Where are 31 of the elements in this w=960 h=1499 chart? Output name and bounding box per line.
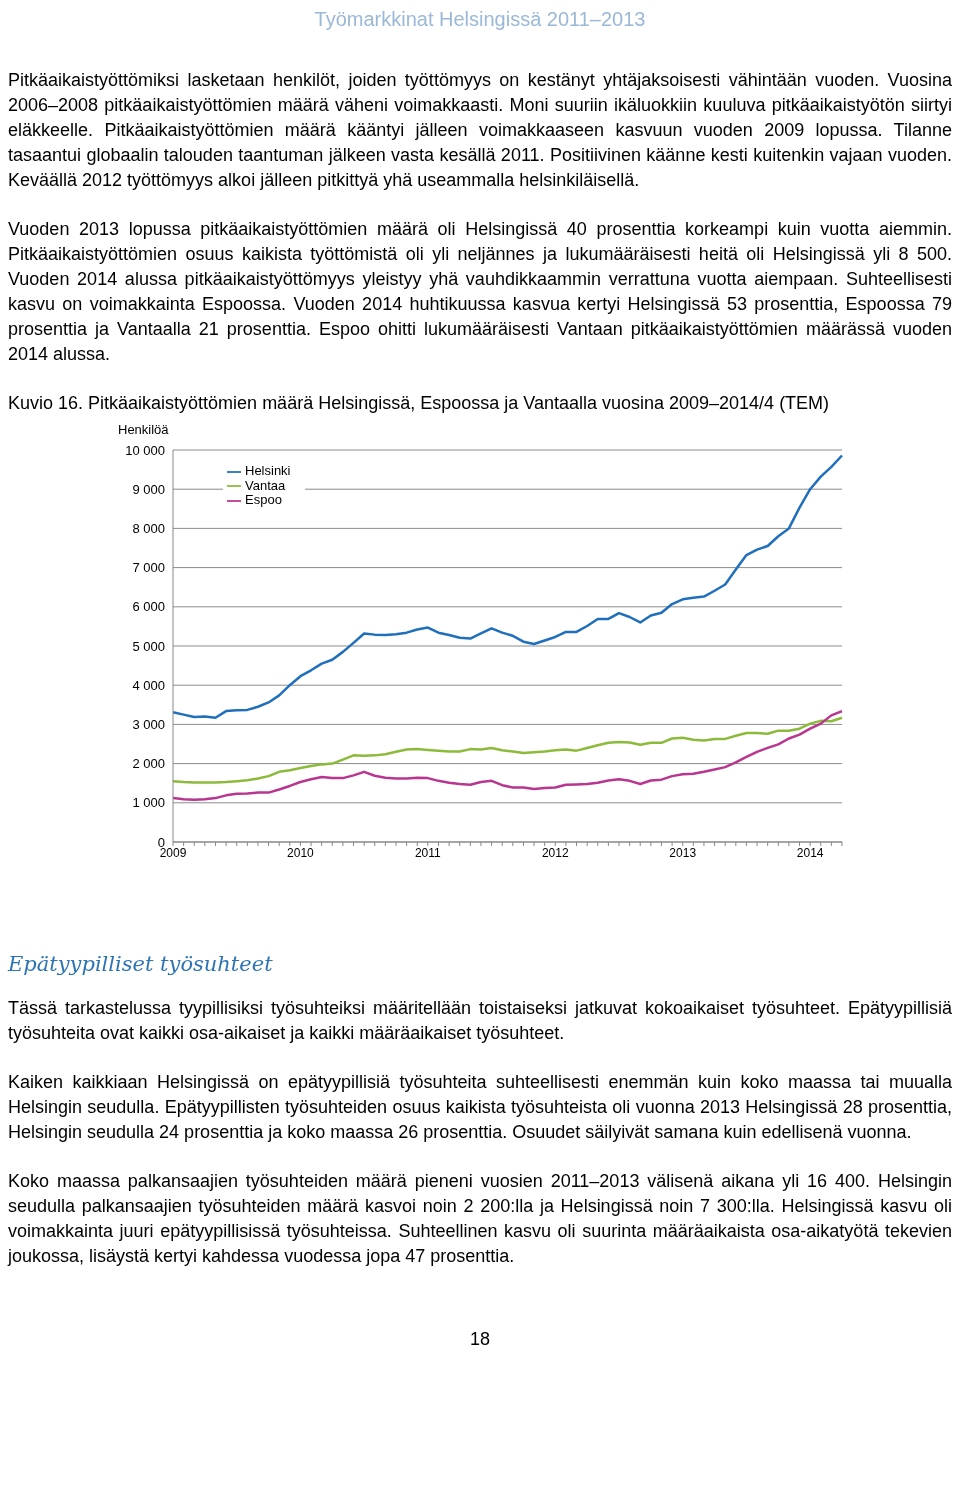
- text: 18: [469, 1329, 491, 1350]
- chart-title: Kuvio 16. Pitkäaikaistyöttömien määrä Helsingissä, Espoossa ja Vantaalla vuosina 2009–2014/4 (TEM): [8, 392, 831, 415]
- y-tick-label: 4 000: [132, 677, 165, 693]
- y-axis-title: Henkilöä: [118, 422, 169, 437]
- text: Vuoden 2013 lopussa pitkäaikaistyöttömien määrä oli Helsingissä 40 prosenttia korkeampi kuin vuotta aiemmin. Pitkäaikaistyöttömien osuus kaikista työttömistä oli yli neljännes ja lukumääräisesti heitä oli Helsingissä yli 8 500. Vuoden 2014 alussa pitkäaikaistyöttömyys yleistyy yhä vauhdikkaammin verrattuna vuotta aiempaan. Suhteellisesti kasvu on voimakkainta Espoossa. Vuoden 2014 huhtikuussa kasvua kertyi Helsingissä 53 prosenttia, Espoossa 79 prosenttia ja Vantaalla 21 prosenttia. Espoo ohitti lukumääräisesti Vantaan pitkäaikaistyöttömien määrässä vuoden 2014 alussa.: [8, 218, 952, 366]
- y-tick-label: 10 000: [125, 442, 165, 458]
- x-tick-label: 2014: [796, 845, 824, 860]
- legend-label: Helsinki: [245, 463, 291, 478]
- y-tick-label: 6 000: [132, 599, 165, 615]
- text: Epätyypilliset työsuhteet: [8, 952, 274, 976]
- legend-label: Vantaa: [245, 477, 286, 493]
- text: Tässä tarkastelussa tyypillisiksi työsuhteiksi määritellään toistaiseksi jatkuvat kokoaikaiset työsuhteet. Epätyypillisiä työsuhteita ovat kaikki osa-aikaiset ja kaikki määräaikaiset työsuhteet.: [8, 997, 952, 1045]
- y-tick-label: 5 000: [132, 638, 165, 654]
- x-tick-label: 2013: [669, 845, 697, 860]
- y-tick-label: 9 000: [132, 481, 165, 497]
- text: Työmarkkinat Helsingissä 2011–2013: [313, 8, 647, 32]
- line-series: [171, 454, 844, 719]
- y-tick-label: 2 000: [132, 756, 165, 772]
- line-series: [171, 709, 844, 801]
- legend-label: Espoo: [245, 492, 282, 508]
- text: Kaiken kaikkiaan Helsingissä on epätyypillisiä työsuhteita suhteellisesti enemmän kuin koko maassa tai muualla Helsingin seudulla. Epätyypillisten työsuhteiden osuus kaikista työsuhteista oli vuonna 2013 Helsingissä 28 prosenttia, Helsingin seudulla 24 prosenttia ja koko maassa 26 prosenttia. Osuudet säilyivät samana kuin edellisenä vuonna.: [8, 1071, 952, 1144]
- line-series: [171, 716, 844, 784]
- x-tick-label: 2012: [541, 845, 569, 860]
- text: Koko maassa palkansaajien työsuhteiden määrä pieneni vuosien 2011–2013 välisenä aikana yli 16 400. Helsingin seudulla palkansaajien työsuhteiden määrä kasvoi noin 2 200:lla ja Helsingissä noin 7 300:lla. Helsingissä kasvu oli voimakkainta juuri epätyypillisissä työsuhteissa. Suhteellinen kasvu oli suurinta määräaikaista osa-aikatyötä tekevien joukossa, lisäystä kertyi kahdessa vuodessa jopa 47 prosenttia.: [8, 1170, 952, 1268]
- y-tick-label: 1 000: [132, 795, 165, 811]
- x-tick-label: 2011: [414, 845, 442, 860]
- y-tick-label: 7 000: [132, 560, 165, 576]
- y-tick-label: 3 000: [132, 717, 165, 733]
- y-tick-label: 8 000: [132, 521, 165, 537]
- text: Pitkäaikaistyöttömiksi lasketaan henkilöt, joiden työttömyys on kestänyt yhtäjaksoisesti vähintään vuoden. Vuosina 2006–2008 pitkäaikaistyöttömien määrä väheni voimakkaasti. Moni suuriin ikäluokkiin kuuluva pitkäaikaistyötön siirtyi eläkkeelle. Pitkäaikaistyöttömien määrä kääntyi jälleen voimakkaaseen kasvuun vuoden 2009 lopussa. Tilanne tasaantui globaalin talouden taantuman jälkeen vasta kesällä 2011. Positiivinen käänne kesti kuitenkin vajaan vuoden. Keväällä 2012 työttömyys alkoi jälleen pitkittyä yhä useammalla helsinkiläisellä.: [8, 69, 952, 192]
- x-tick-label: 2010: [287, 845, 315, 860]
